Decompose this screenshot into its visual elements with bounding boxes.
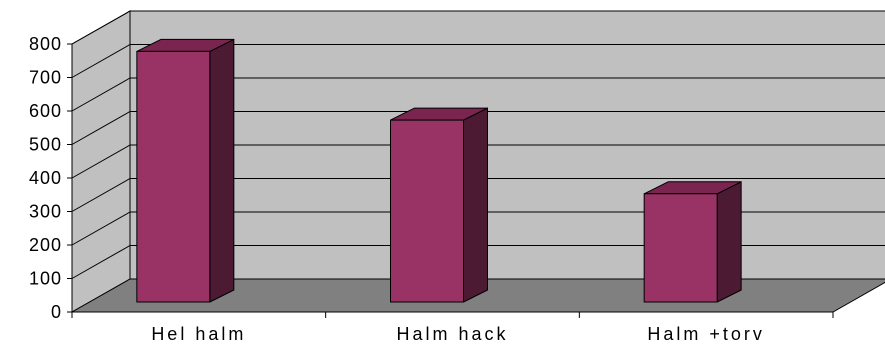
y-tick-label: 200 [29,235,62,255]
y-tick-label: 700 [29,68,62,88]
y-tick-label: 0 [51,302,62,322]
bar-front [390,119,464,303]
y-axis: 0 100 200 300 400 500 600 700 800 [29,34,73,322]
bar [643,181,742,303]
x-category-label: Halm hack [396,324,508,344]
y-tick-label: 800 [29,34,62,54]
gridlines [71,10,885,279]
gridline [71,211,885,246]
gridline [71,77,885,112]
gridline [71,44,885,78]
x-axis: Hel halm Halm hack Halm +torv [71,311,834,344]
y-tick-label: 300 [29,202,62,222]
bar-front [136,50,211,303]
bar [390,107,488,303]
bar-side [716,181,742,303]
y-tick-label: 400 [29,168,62,188]
bar-side [463,107,488,303]
bar-side [209,38,235,303]
gridline [71,111,885,145]
bars [136,38,742,303]
gridline [71,178,885,212]
x-category-label: Halm +torv [647,324,765,344]
y-tick-label: 100 [29,269,62,289]
bar-front [643,193,718,303]
y-tick-label: 600 [29,101,62,121]
gridline [71,10,885,45]
y-tick-label: 500 [29,135,62,155]
x-category-label: Hel halm [151,324,246,344]
gridline [71,245,885,279]
gridline [71,144,885,179]
bar [136,38,235,303]
